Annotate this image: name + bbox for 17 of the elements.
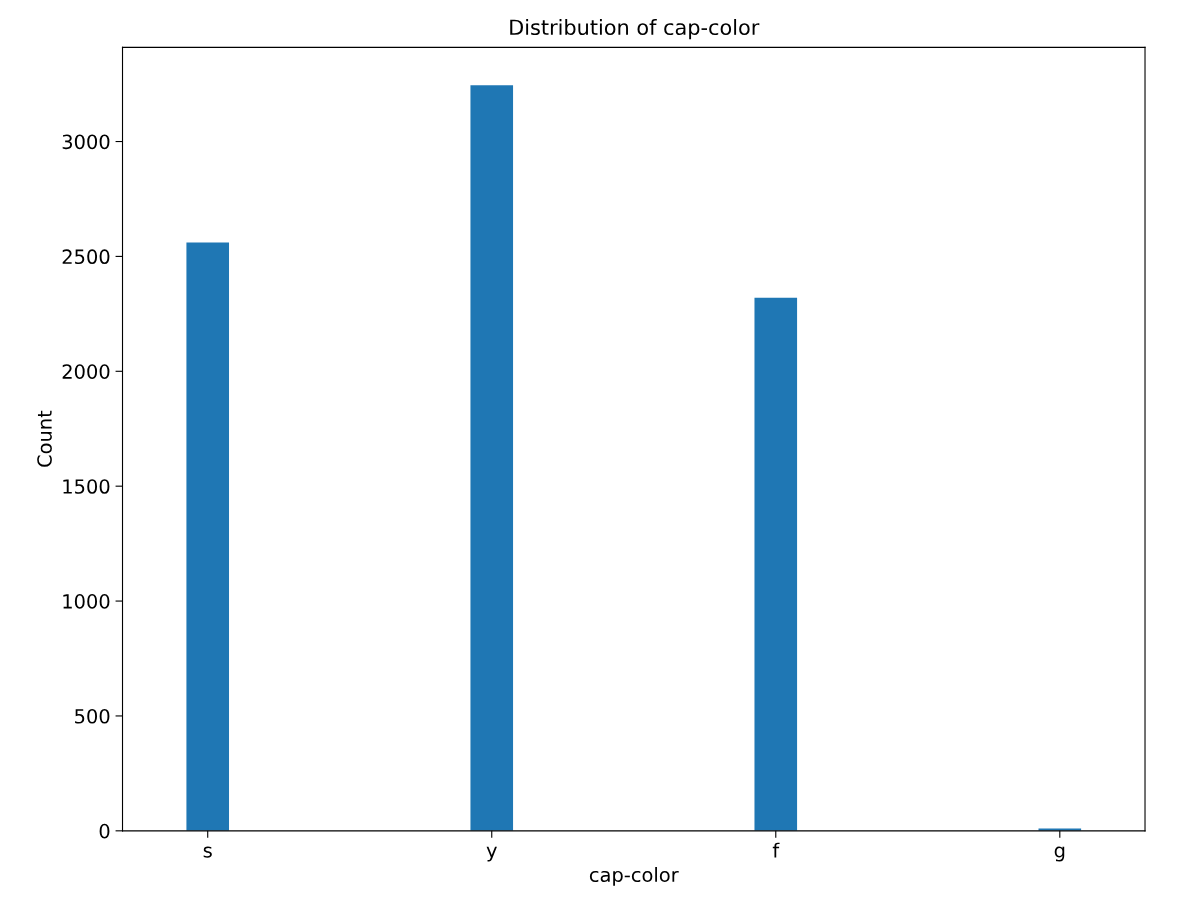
y-tick-label: 500 xyxy=(75,708,110,724)
bar xyxy=(470,85,514,831)
y-tick-label: 0 xyxy=(99,823,110,839)
y-tick-label: 2500 xyxy=(62,249,110,265)
chart-title: Distribution of cap-color xyxy=(510,18,760,40)
x-tick-label: y xyxy=(486,846,497,862)
bar xyxy=(754,297,798,831)
y-tick-label: 2000 xyxy=(62,364,110,379)
x-tick-label: s xyxy=(203,846,212,858)
bar xyxy=(186,242,230,831)
x-axis-title: cap-color xyxy=(589,867,679,886)
y-tick-label: 1000 xyxy=(63,594,110,609)
x-tick-label: g xyxy=(1054,846,1065,862)
y-axis-title: Count xyxy=(37,410,52,467)
x-tick-label: f xyxy=(772,842,780,858)
y-tick-label: 3000 xyxy=(62,134,110,150)
y-tick-label: 1500 xyxy=(63,479,110,494)
